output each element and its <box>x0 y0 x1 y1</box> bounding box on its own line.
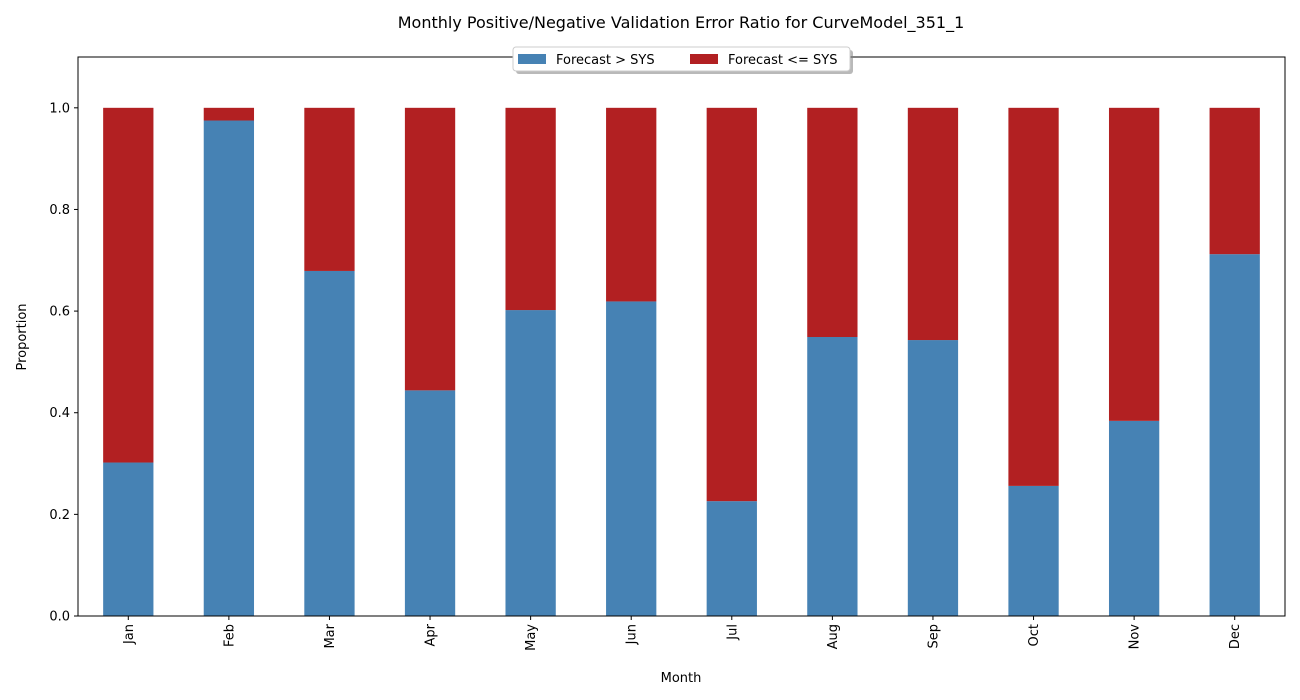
y-tick-label: 0.4 <box>49 406 70 421</box>
x-tick-label-feb: Feb <box>222 624 237 647</box>
bar-mar-series-1 <box>304 270 355 616</box>
bar-dec-series-1 <box>1209 254 1260 617</box>
x-tick-label-may: May <box>524 624 539 651</box>
bar-may-series-1 <box>505 310 556 616</box>
plot-frame <box>77 56 1286 617</box>
x-tick-label-sep: Sep <box>926 624 941 649</box>
axes-layer: 0.0 0.2 0.4 0.6 0.8 1.0 Jan Feb Mar Apr May Jun Jul A… <box>49 56 1286 651</box>
bar-apr-series-1 <box>404 390 456 616</box>
bars-layer <box>103 107 1260 617</box>
bar-apr-series-2 <box>404 107 456 391</box>
x-tick-label-jul: Jul <box>725 624 740 641</box>
bar-nov-series-2 <box>1108 107 1160 421</box>
bar-dec-series-2 <box>1209 107 1260 255</box>
x-tick-label-jan: Jan <box>122 624 137 645</box>
legend-swatch-series-1 <box>518 54 546 64</box>
x-tick-label-jun: Jun <box>625 624 640 645</box>
bar-nov-series-1 <box>1108 420 1160 616</box>
y-tick-label: 1.0 <box>49 101 70 116</box>
bar-oct-series-1 <box>1008 485 1059 616</box>
x-tick-label-aug: Aug <box>826 624 841 649</box>
legend: Forecast > SYS Forecast <= SYS <box>512 46 853 74</box>
bar-mar-series-2 <box>304 107 355 271</box>
bar-oct-series-2 <box>1008 107 1059 486</box>
bar-feb-series-1 <box>203 120 255 617</box>
y-tick-label: 0.2 <box>49 508 70 523</box>
bar-jul-series-2 <box>706 107 757 502</box>
x-axis-title: Month <box>661 671 702 686</box>
bar-may-series-2 <box>505 107 556 311</box>
legend-label-series-1: Forecast > SYS <box>556 53 655 68</box>
x-tick-label-mar: Mar <box>323 623 338 648</box>
x-tick-label-apr: Apr <box>424 623 439 646</box>
y-axis-title: Proportion <box>15 303 30 370</box>
bar-jun-series-1 <box>606 301 657 616</box>
legend-label-series-2: Forecast <= SYS <box>728 53 838 68</box>
y-tick-label: 0.8 <box>49 203 70 218</box>
bar-sep-series-2 <box>907 107 959 341</box>
chart-title: Monthly Positive/Negative Validation Err… <box>398 13 965 33</box>
bar-jan-series-2 <box>103 107 154 463</box>
x-tick-label-dec: Dec <box>1228 624 1243 649</box>
x-tick-label-nov: Nov <box>1128 624 1143 650</box>
legend-swatch-series-2 <box>690 54 718 64</box>
legend-box <box>512 46 851 72</box>
bar-jul-series-1 <box>706 501 757 616</box>
bar-feb-series-2 <box>203 107 255 121</box>
y-tick-label: 0.0 <box>49 610 70 625</box>
bar-aug-series-2 <box>807 107 858 338</box>
bar-jan-series-1 <box>103 462 154 616</box>
bar-aug-series-1 <box>807 337 858 616</box>
x-tick-label-oct: Oct <box>1027 624 1042 646</box>
bar-jun-series-2 <box>606 107 657 302</box>
bar-sep-series-1 <box>907 340 959 616</box>
y-tick-label: 0.6 <box>49 305 70 320</box>
